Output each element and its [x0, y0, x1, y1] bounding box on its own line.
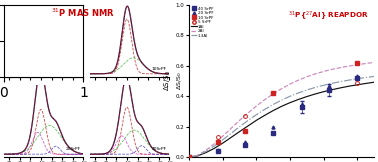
Text: 20SrPF: 20SrPF: [66, 147, 81, 151]
Text: 5SrPF: 5SrPF: [68, 67, 81, 71]
Y-axis label: $\Delta$S/S$_0$: $\Delta$S/S$_0$: [163, 70, 173, 92]
Text: $\Delta$S/S$_0$: $\Delta$S/S$_0$: [175, 72, 184, 90]
Text: 40SrPF: 40SrPF: [152, 147, 167, 151]
Text: $^{31}$P MAS NMR: $^{31}$P MAS NMR: [51, 6, 115, 19]
Legend: 40 SrPF, 20 SrPF, 10 SrPF, 5 SrPF, 1Al, 2Al, 1.3Al: 40 SrPF, 20 SrPF, 10 SrPF, 5 SrPF, 1Al, …: [191, 6, 214, 38]
Text: $^{31}$P{$^{27}$Al} REAPDOR: $^{31}$P{$^{27}$Al} REAPDOR: [288, 9, 369, 23]
Text: 10SrPF: 10SrPF: [152, 67, 167, 71]
